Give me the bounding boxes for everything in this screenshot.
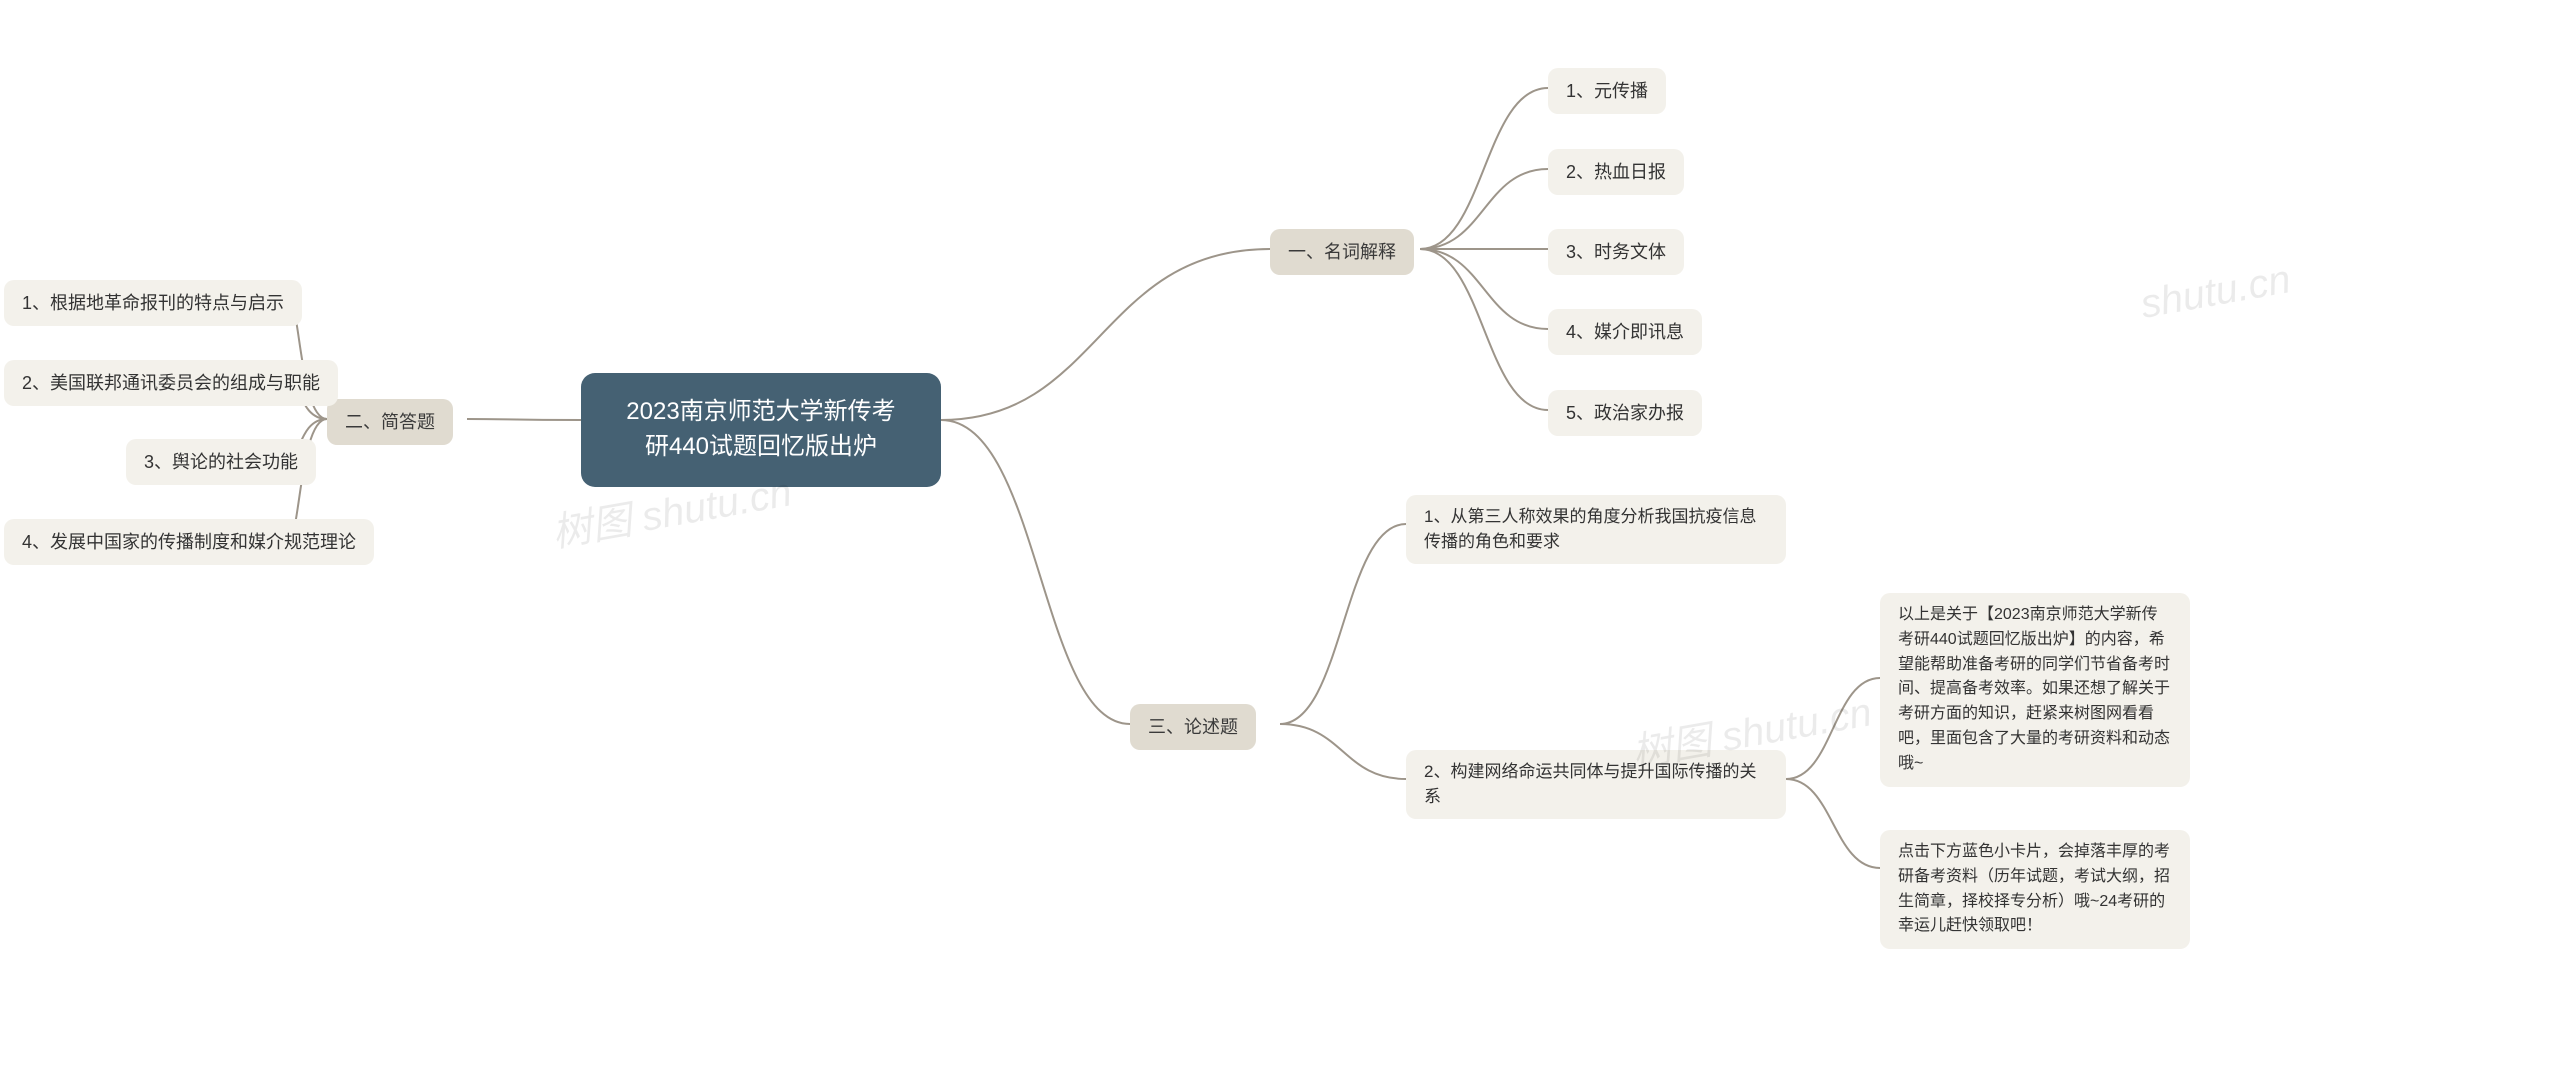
- leaf-label: 1、根据地革命报刊的特点与启示: [22, 293, 284, 313]
- leaf-1-4: 4、媒介即讯息: [1548, 309, 1702, 355]
- watermark-text: shutu.cn: [2137, 257, 2294, 327]
- leaf-1-5: 5、政治家办报: [1548, 390, 1702, 436]
- branch-label: 二、简答题: [345, 412, 435, 432]
- leaf-3-2a: 以上是关于【2023南京师范大学新传考研440试题回忆版出炉】的内容，希望能帮助…: [1880, 593, 2190, 787]
- branch-terms: 一、名词解释: [1270, 229, 1414, 275]
- leaf-label: 4、发展中国家的传播制度和媒介规范理论: [22, 532, 356, 552]
- leaf-1-3: 3、时务文体: [1548, 229, 1684, 275]
- leaf-label: 1、元传播: [1566, 81, 1648, 101]
- root-node: 2023南京师范大学新传考 研440试题回忆版出炉: [581, 373, 941, 487]
- leaf-label: 点击下方蓝色小卡片，会掉落丰厚的考研备考资料（历年试题，考试大纲，招生简章，择校…: [1898, 843, 2170, 934]
- leaf-2-2: 2、美国联邦通讯委员会的组成与职能: [4, 360, 338, 406]
- leaf-2-1: 1、根据地革命报刊的特点与启示: [4, 280, 302, 326]
- leaf-label: 以上是关于【2023南京师范大学新传考研440试题回忆版出炉】的内容，希望能帮助…: [1898, 606, 2170, 772]
- branch-essay: 三、论述题: [1130, 704, 1256, 750]
- leaf-label: 5、政治家办报: [1566, 403, 1684, 423]
- leaf-3-2: 2、构建网络命运共同体与提升国际传播的关 系: [1406, 750, 1786, 819]
- leaf-label: 4、媒介即讯息: [1566, 322, 1684, 342]
- leaf-label: 2、构建网络命运共同体与提升国际传播的关 系: [1424, 762, 1756, 806]
- watermark: shutu.cn: [2137, 257, 2294, 328]
- leaf-1-2: 2、热血日报: [1548, 149, 1684, 195]
- leaf-label: 3、舆论的社会功能: [144, 452, 298, 472]
- leaf-label: 2、美国联邦通讯委员会的组成与职能: [22, 373, 320, 393]
- leaf-label: 3、时务文体: [1566, 242, 1666, 262]
- branch-label: 一、名词解释: [1288, 242, 1396, 262]
- branch-short: 二、简答题: [327, 399, 453, 445]
- branch-label: 三、论述题: [1148, 717, 1238, 737]
- leaf-2-4: 4、发展中国家的传播制度和媒介规范理论: [4, 519, 374, 565]
- leaf-2-3: 3、舆论的社会功能: [126, 439, 316, 485]
- root-line1: 2023南京师范大学新传考: [626, 398, 895, 425]
- leaf-3-1: 1、从第三人称效果的角度分析我国抗疫信息 传播的角色和要求: [1406, 495, 1786, 564]
- leaf-label: 2、热血日报: [1566, 162, 1666, 182]
- leaf-label: 1、从第三人称效果的角度分析我国抗疫信息 传播的角色和要求: [1424, 507, 1756, 551]
- leaf-3-2b: 点击下方蓝色小卡片，会掉落丰厚的考研备考资料（历年试题，考试大纲，招生简章，择校…: [1880, 830, 2190, 949]
- leaf-1-1: 1、元传播: [1548, 68, 1666, 114]
- root-line2: 研440试题回忆版出炉: [645, 433, 877, 460]
